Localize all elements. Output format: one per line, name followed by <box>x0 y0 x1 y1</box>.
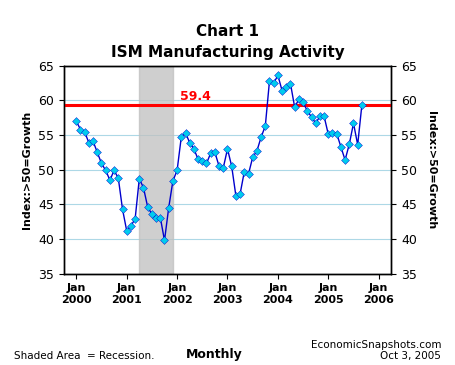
Point <box>131 216 139 222</box>
Point <box>262 123 269 129</box>
Point <box>228 164 235 169</box>
Point <box>283 84 290 89</box>
Point <box>346 141 353 147</box>
Point <box>211 150 218 155</box>
Point <box>207 150 214 156</box>
Point <box>266 78 273 84</box>
Point <box>287 81 294 87</box>
Point <box>73 118 80 124</box>
Point <box>316 114 324 119</box>
Point <box>85 140 92 146</box>
Point <box>173 168 181 173</box>
Point <box>232 193 239 199</box>
Point <box>81 129 88 135</box>
Text: Monthly: Monthly <box>186 348 242 361</box>
Point <box>136 176 143 182</box>
Point <box>123 228 130 234</box>
Point <box>312 120 319 126</box>
Point <box>295 96 303 102</box>
Point <box>303 108 311 114</box>
Y-axis label: Index:>50=Growth: Index:>50=Growth <box>426 111 436 229</box>
Y-axis label: Index:>50=Growth: Index:>50=Growth <box>22 111 32 229</box>
Point <box>98 161 105 166</box>
Point <box>320 114 328 119</box>
Point <box>190 146 197 152</box>
Point <box>119 206 126 212</box>
Point <box>90 138 97 144</box>
Point <box>308 114 315 120</box>
Title: Chart 1
ISM Manufacturing Activity: Chart 1 ISM Manufacturing Activity <box>111 24 344 60</box>
Point <box>165 205 172 211</box>
Point <box>220 165 227 170</box>
Point <box>77 127 84 132</box>
Point <box>270 80 278 86</box>
Bar <box>139 66 173 274</box>
Point <box>194 157 202 162</box>
Point <box>111 168 118 173</box>
Point <box>199 158 206 164</box>
Point <box>299 100 307 105</box>
Point <box>144 204 152 210</box>
Point <box>148 211 156 217</box>
Point <box>127 223 135 229</box>
Point <box>169 178 177 184</box>
Text: Shaded Area  = Recession.: Shaded Area = Recession. <box>14 351 154 361</box>
Point <box>358 101 365 107</box>
Point <box>350 120 357 126</box>
Text: 59.4: 59.4 <box>180 91 211 103</box>
Point <box>291 104 298 110</box>
Point <box>245 171 252 177</box>
Point <box>161 238 168 243</box>
Point <box>186 140 193 146</box>
Point <box>258 134 265 140</box>
Point <box>333 131 340 137</box>
Point <box>182 130 189 136</box>
Point <box>115 175 122 181</box>
Point <box>354 142 361 148</box>
Point <box>253 148 261 154</box>
Point <box>94 150 101 155</box>
Point <box>177 134 185 140</box>
Point <box>157 215 164 220</box>
Point <box>241 169 248 175</box>
Point <box>140 185 147 191</box>
Point <box>216 164 223 169</box>
Point <box>203 161 210 166</box>
Text: EconomicSnapshots.com
Oct 3, 2005: EconomicSnapshots.com Oct 3, 2005 <box>311 340 441 361</box>
Point <box>337 144 344 150</box>
Point <box>278 88 286 93</box>
Point <box>102 168 109 173</box>
Point <box>341 157 349 163</box>
Point <box>329 130 336 136</box>
Point <box>249 154 256 160</box>
Point <box>152 215 160 221</box>
Point <box>274 73 282 78</box>
Point <box>106 177 114 183</box>
Point <box>325 131 332 137</box>
Point <box>224 146 231 152</box>
Point <box>237 191 244 197</box>
